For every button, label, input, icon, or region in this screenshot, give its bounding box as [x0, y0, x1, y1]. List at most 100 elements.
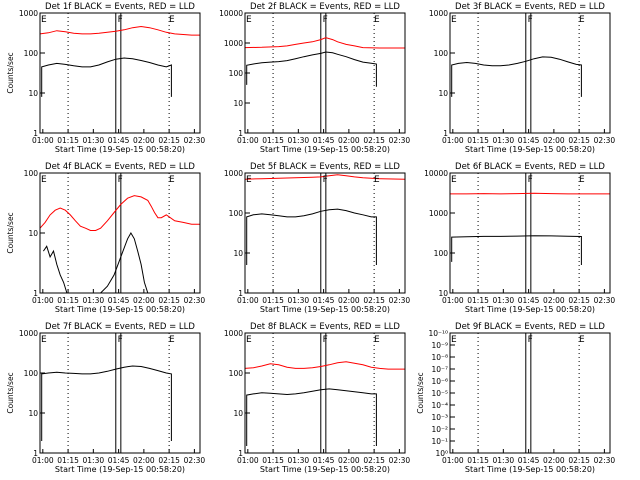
x-tick-label: 01:30: [288, 136, 310, 145]
event-marker-label: F: [118, 335, 123, 345]
y-axis-label: Counts/sec: [416, 372, 425, 413]
x-tick-label: 02:00: [543, 456, 565, 465]
event-marker-label: E: [579, 175, 585, 185]
y-tick-label: 10000: [424, 169, 448, 178]
x-tick-label: 01:45: [518, 296, 540, 305]
event-marker-label: E: [579, 335, 585, 345]
plot-frame: [39, 332, 201, 454]
event-marker-label: E: [169, 175, 175, 185]
y-tick-label: 1: [443, 129, 448, 138]
y-tick-label: 10: [438, 289, 448, 298]
y-tick-label: 10⁻¹⁰: [428, 329, 448, 338]
event-marker-label: F: [118, 15, 123, 25]
x-tick-label: 01:45: [313, 136, 335, 145]
x-tick-label: 02:15: [568, 296, 590, 305]
event-marker-label: F: [528, 335, 533, 345]
y-tick-label: 1: [33, 129, 38, 138]
x-tick-label: 01:00: [442, 296, 464, 305]
y-tick-label: 1: [238, 449, 243, 458]
x-tick-label: 01:15: [262, 136, 284, 145]
x-tick-label: 02:15: [568, 456, 590, 465]
event-marker-label: F: [528, 15, 533, 25]
event-marker-label: E: [451, 175, 457, 185]
x-axis-label: Start Time (19-Sep-15 00:58:20): [55, 465, 185, 474]
y-tick-label: 10: [28, 229, 38, 238]
x-tick-label: 02:30: [389, 296, 411, 305]
x-tick-label: 02:15: [158, 456, 180, 465]
detector-panel: Det 1f BLACK = Events, RED = LLD E F E 01:00…: [6, 2, 205, 154]
lld-series-line: [244, 361, 405, 370]
x-tick-label: 01:15: [262, 296, 284, 305]
plot-frame: [449, 172, 611, 294]
y-tick-label: 10: [233, 409, 243, 418]
y-tick-label: 1000: [429, 209, 448, 218]
y-tick-label: 100: [229, 369, 244, 378]
panel-title: Det 8f BLACK = Events, RED = LLD: [250, 322, 400, 332]
detector-panel: Det 6f BLACK = Events, RED = LLD E F E 01:00…: [424, 162, 615, 314]
x-tick-label: 01:30: [493, 136, 515, 145]
y-tick-label: 1000: [19, 9, 38, 18]
y-tick-label: 10⁻⁶: [431, 377, 448, 386]
x-tick-label: 01:00: [442, 456, 464, 465]
y-tick-label: 10: [438, 89, 448, 98]
x-tick-label: 02:00: [133, 456, 155, 465]
plot-frame: [244, 172, 406, 294]
x-tick-label: 01:30: [83, 296, 105, 305]
x-tick-label: 01:00: [442, 136, 464, 145]
y-tick-label: 100: [434, 49, 449, 58]
y-tick-label: 10⁻⁴: [431, 401, 448, 410]
events-series-line: [451, 235, 582, 265]
x-tick-label: 02:00: [133, 296, 155, 305]
events-series-line: [41, 57, 172, 97]
event-marker-label: E: [169, 335, 175, 345]
x-tick-label: 01:15: [57, 136, 79, 145]
event-marker-label: E: [374, 15, 380, 25]
plot-frame: [39, 12, 201, 134]
detector-panel: Det 9f BLACK = Events, RED = LLD E F E 01:00…: [416, 322, 615, 474]
x-tick-label: 01:00: [237, 136, 259, 145]
y-tick-label: 10⁻²: [431, 425, 448, 434]
x-tick-label: 01:15: [467, 136, 489, 145]
event-marker-label: E: [451, 335, 457, 345]
y-tick-label: 10⁻¹: [431, 437, 448, 446]
x-tick-label: 01:00: [32, 296, 54, 305]
y-tick-label: 10000: [219, 9, 243, 18]
lld-series-line: [39, 25, 200, 36]
event-marker-label: F: [323, 175, 328, 185]
x-tick-label: 01:00: [32, 136, 54, 145]
event-marker-label: E: [246, 335, 252, 345]
events-series-line: [246, 388, 377, 446]
x-tick-label: 02:15: [158, 136, 180, 145]
detector-panel: Det 8f BLACK = Events, RED = LLD E F E 01:00…: [224, 322, 411, 474]
detector-panel: Det 3f BLACK = Events, RED = LLD E F E 01:00…: [429, 2, 616, 154]
x-tick-label: 01:45: [108, 136, 130, 145]
plot-frame: [449, 12, 611, 134]
y-tick-label: 10: [233, 99, 243, 108]
y-tick-label: 100: [434, 249, 449, 258]
x-tick-label: 01:00: [32, 456, 54, 465]
x-tick-label: 02:15: [158, 296, 180, 305]
y-tick-label: 1000: [224, 169, 243, 178]
x-axis-label: Start Time (19-Sep-15 00:58:20): [260, 305, 390, 314]
panel-title: Det 3f BLACK = Events, RED = LLD: [455, 2, 605, 12]
x-tick-label: 01:45: [108, 296, 130, 305]
x-tick-label: 02:30: [594, 136, 616, 145]
lld-series-line: [450, 192, 610, 195]
panel-title: Det 5f BLACK = Events, RED = LLD: [250, 162, 400, 172]
y-axis-label: Counts/sec: [6, 372, 15, 413]
x-tick-label: 01:30: [83, 456, 105, 465]
detector-panel: Det 7f BLACK = Events, RED = LLD E F E 01:00…: [6, 322, 205, 474]
x-axis-label: Start Time (19-Sep-15 00:58:20): [55, 305, 185, 314]
lld-series-line: [244, 174, 406, 180]
x-tick-label: 01:15: [262, 456, 284, 465]
x-tick-label: 02:30: [594, 456, 616, 465]
x-axis-label: Start Time (19-Sep-15 00:58:20): [465, 305, 595, 314]
x-tick-label: 01:15: [57, 456, 79, 465]
y-tick-label: 100: [24, 169, 39, 178]
x-tick-label: 01:45: [313, 296, 335, 305]
events-series-line: [246, 51, 377, 87]
x-tick-label: 01:15: [467, 456, 489, 465]
x-tick-label: 01:15: [57, 296, 79, 305]
x-tick-label: 01:45: [313, 456, 335, 465]
